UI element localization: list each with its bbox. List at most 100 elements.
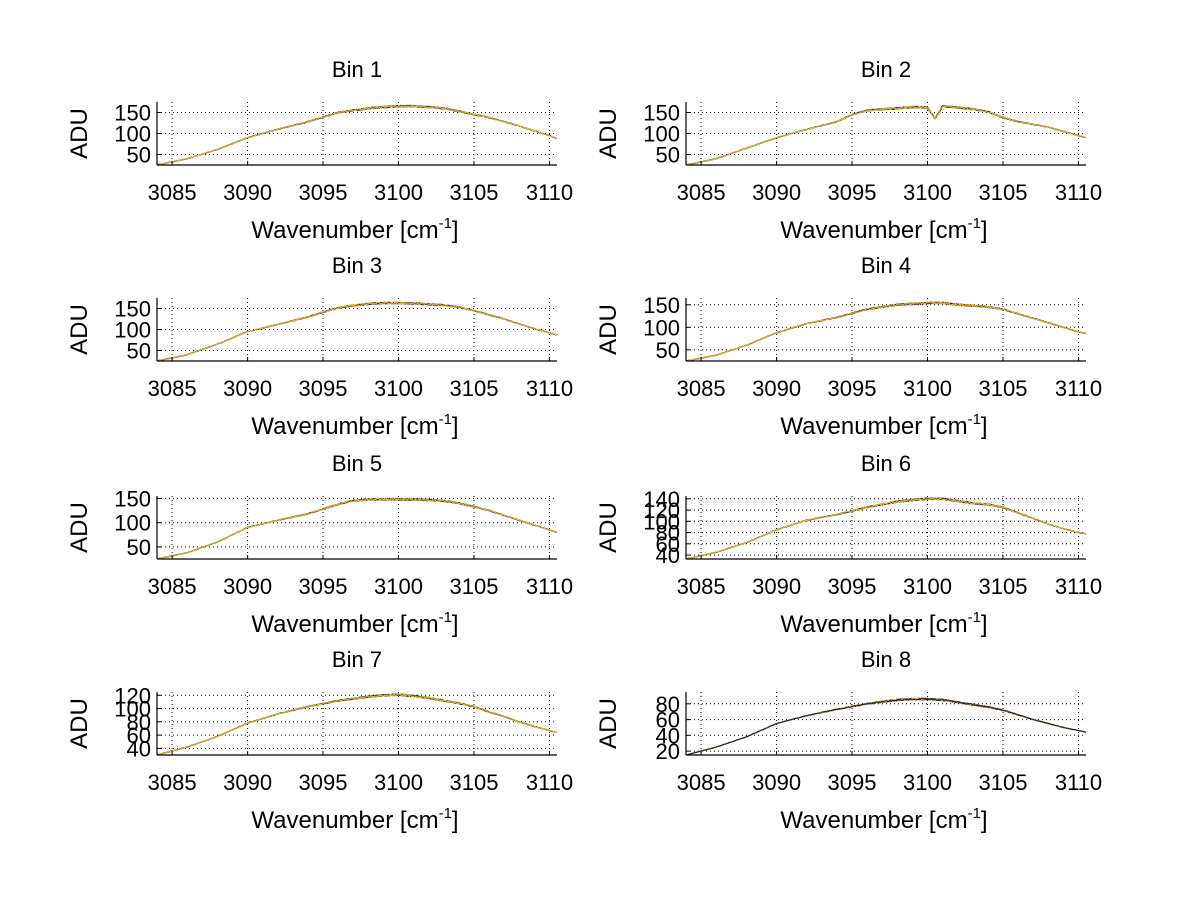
y-axis-label: ADU: [595, 502, 622, 553]
series-group-bin-3: [156, 301, 558, 362]
x-axis-label-main: Wavenumber [cm: [780, 807, 967, 834]
x-tick-label: 3105: [450, 574, 499, 599]
x-tick-label: 3085: [677, 180, 726, 205]
x-axis-label-main: Wavenumber [cm: [780, 611, 967, 638]
subplot-title: Bin 1: [332, 57, 382, 82]
x-tick-label: 3095: [828, 574, 877, 599]
x-axis-label: Wavenumber [cm-1]: [780, 609, 987, 638]
x-tick-label: 3105: [979, 574, 1028, 599]
y-tick-label: 100: [643, 122, 680, 147]
x-tick-label: 3090: [752, 180, 801, 205]
x-axis-label-suffix: ]: [452, 611, 459, 638]
x-tick-label: 3100: [903, 376, 952, 401]
x-tick-label: 3105: [979, 376, 1028, 401]
x-axis-label: Wavenumber [cm-1]: [780, 411, 987, 440]
y-tick-label: 60: [656, 708, 680, 733]
x-axis-label-main: Wavenumber [cm: [251, 611, 438, 638]
x-axis-label-superscript: -1: [968, 411, 981, 428]
y-tick-label: 100: [114, 318, 151, 343]
grid-bin-3: [157, 298, 557, 361]
series-group-bin-5: [156, 498, 558, 560]
y-tick-label: 150: [114, 101, 151, 126]
x-axis-label-superscript: -1: [968, 805, 981, 822]
x-tick-label: 3110: [526, 180, 573, 205]
grid-bin-4: [686, 298, 1086, 361]
x-axis-label-superscript: -1: [439, 411, 452, 428]
x-axis-label-suffix: ]: [452, 413, 459, 440]
series-line-7: [156, 301, 558, 362]
x-axis-label-main: Wavenumber [cm: [780, 217, 967, 244]
x-axis-label-superscript: -1: [439, 609, 452, 626]
x-tick-label: 3090: [752, 574, 801, 599]
series-group-bin-7: [156, 693, 558, 756]
x-tick-label: 3085: [148, 376, 197, 401]
y-axis-label: ADU: [595, 698, 622, 749]
x-tick-label: 3095: [828, 180, 877, 205]
y-tick-label: 100: [114, 697, 151, 722]
x-tick-label: 3100: [903, 574, 952, 599]
grid-bin-7: [157, 692, 557, 755]
y-axis-label: ADU: [595, 108, 622, 159]
y-tick-label: 100: [114, 122, 151, 147]
x-axis-label: Wavenumber [cm-1]: [251, 215, 458, 244]
x-axis-label-superscript: -1: [968, 215, 981, 232]
series-line-7: [156, 498, 557, 560]
x-axis-label: Wavenumber [cm-1]: [780, 215, 987, 244]
series-group-bin-2: [685, 104, 1087, 166]
y-tick-label: 60: [127, 723, 151, 748]
series-line-7: [156, 104, 558, 166]
y-tick-label: 60: [656, 532, 680, 557]
x-tick-label: 3095: [828, 770, 877, 795]
x-axis-label-suffix: ]: [981, 807, 988, 834]
series-line-7: [685, 301, 1087, 362]
y-tick-label: 80: [656, 521, 680, 546]
x-tick-label: 3100: [903, 770, 952, 795]
x-tick-label: 3085: [677, 574, 726, 599]
x-tick-label: 3090: [223, 770, 272, 795]
y-tick-label: 100: [114, 511, 151, 536]
series-line-7: [685, 105, 1087, 166]
y-tick-label: 150: [114, 297, 151, 322]
y-axis-label: ADU: [595, 304, 622, 355]
y-tick-label: 150: [643, 101, 680, 126]
y-tick-label: 150: [114, 486, 151, 511]
series-group-bin-8: [685, 697, 1087, 756]
y-tick-label: 50: [127, 143, 151, 168]
x-tick-label: 3105: [979, 770, 1028, 795]
grid-bin-6: [686, 496, 1086, 559]
subplot-title: Bin 8: [861, 647, 911, 672]
x-tick-label: 3090: [223, 376, 272, 401]
y-tick-label: 150: [643, 293, 680, 318]
y-tick-label: 50: [656, 143, 680, 168]
x-tick-label: 3085: [148, 574, 197, 599]
x-axis-label-suffix: ]: [981, 217, 988, 244]
series-line-7: [156, 693, 558, 756]
x-tick-label: 3095: [299, 180, 348, 205]
subplot-title: Bin 3: [332, 253, 382, 278]
y-tick-label: 20: [656, 739, 680, 764]
y-axis-label: ADU: [66, 698, 93, 749]
x-tick-label: 3085: [148, 770, 197, 795]
x-tick-label: 3100: [374, 574, 423, 599]
x-tick-label: 3090: [752, 770, 801, 795]
subplot-title: Bin 5: [332, 451, 382, 476]
x-tick-label: 3085: [148, 180, 197, 205]
y-axis-label: ADU: [66, 502, 93, 553]
y-axis-label: ADU: [66, 304, 93, 355]
y-tick-label: 140: [643, 487, 680, 512]
x-tick-label: 3100: [903, 180, 952, 205]
x-tick-label: 3090: [752, 376, 801, 401]
x-tick-label: 3090: [223, 180, 272, 205]
x-tick-label: 3095: [299, 770, 348, 795]
grid-bin-1: [157, 102, 557, 165]
x-tick-label: 3100: [374, 770, 423, 795]
y-tick-label: 100: [643, 509, 680, 534]
y-tick-label: 50: [127, 339, 151, 364]
x-axis-label-main: Wavenumber [cm: [251, 807, 438, 834]
